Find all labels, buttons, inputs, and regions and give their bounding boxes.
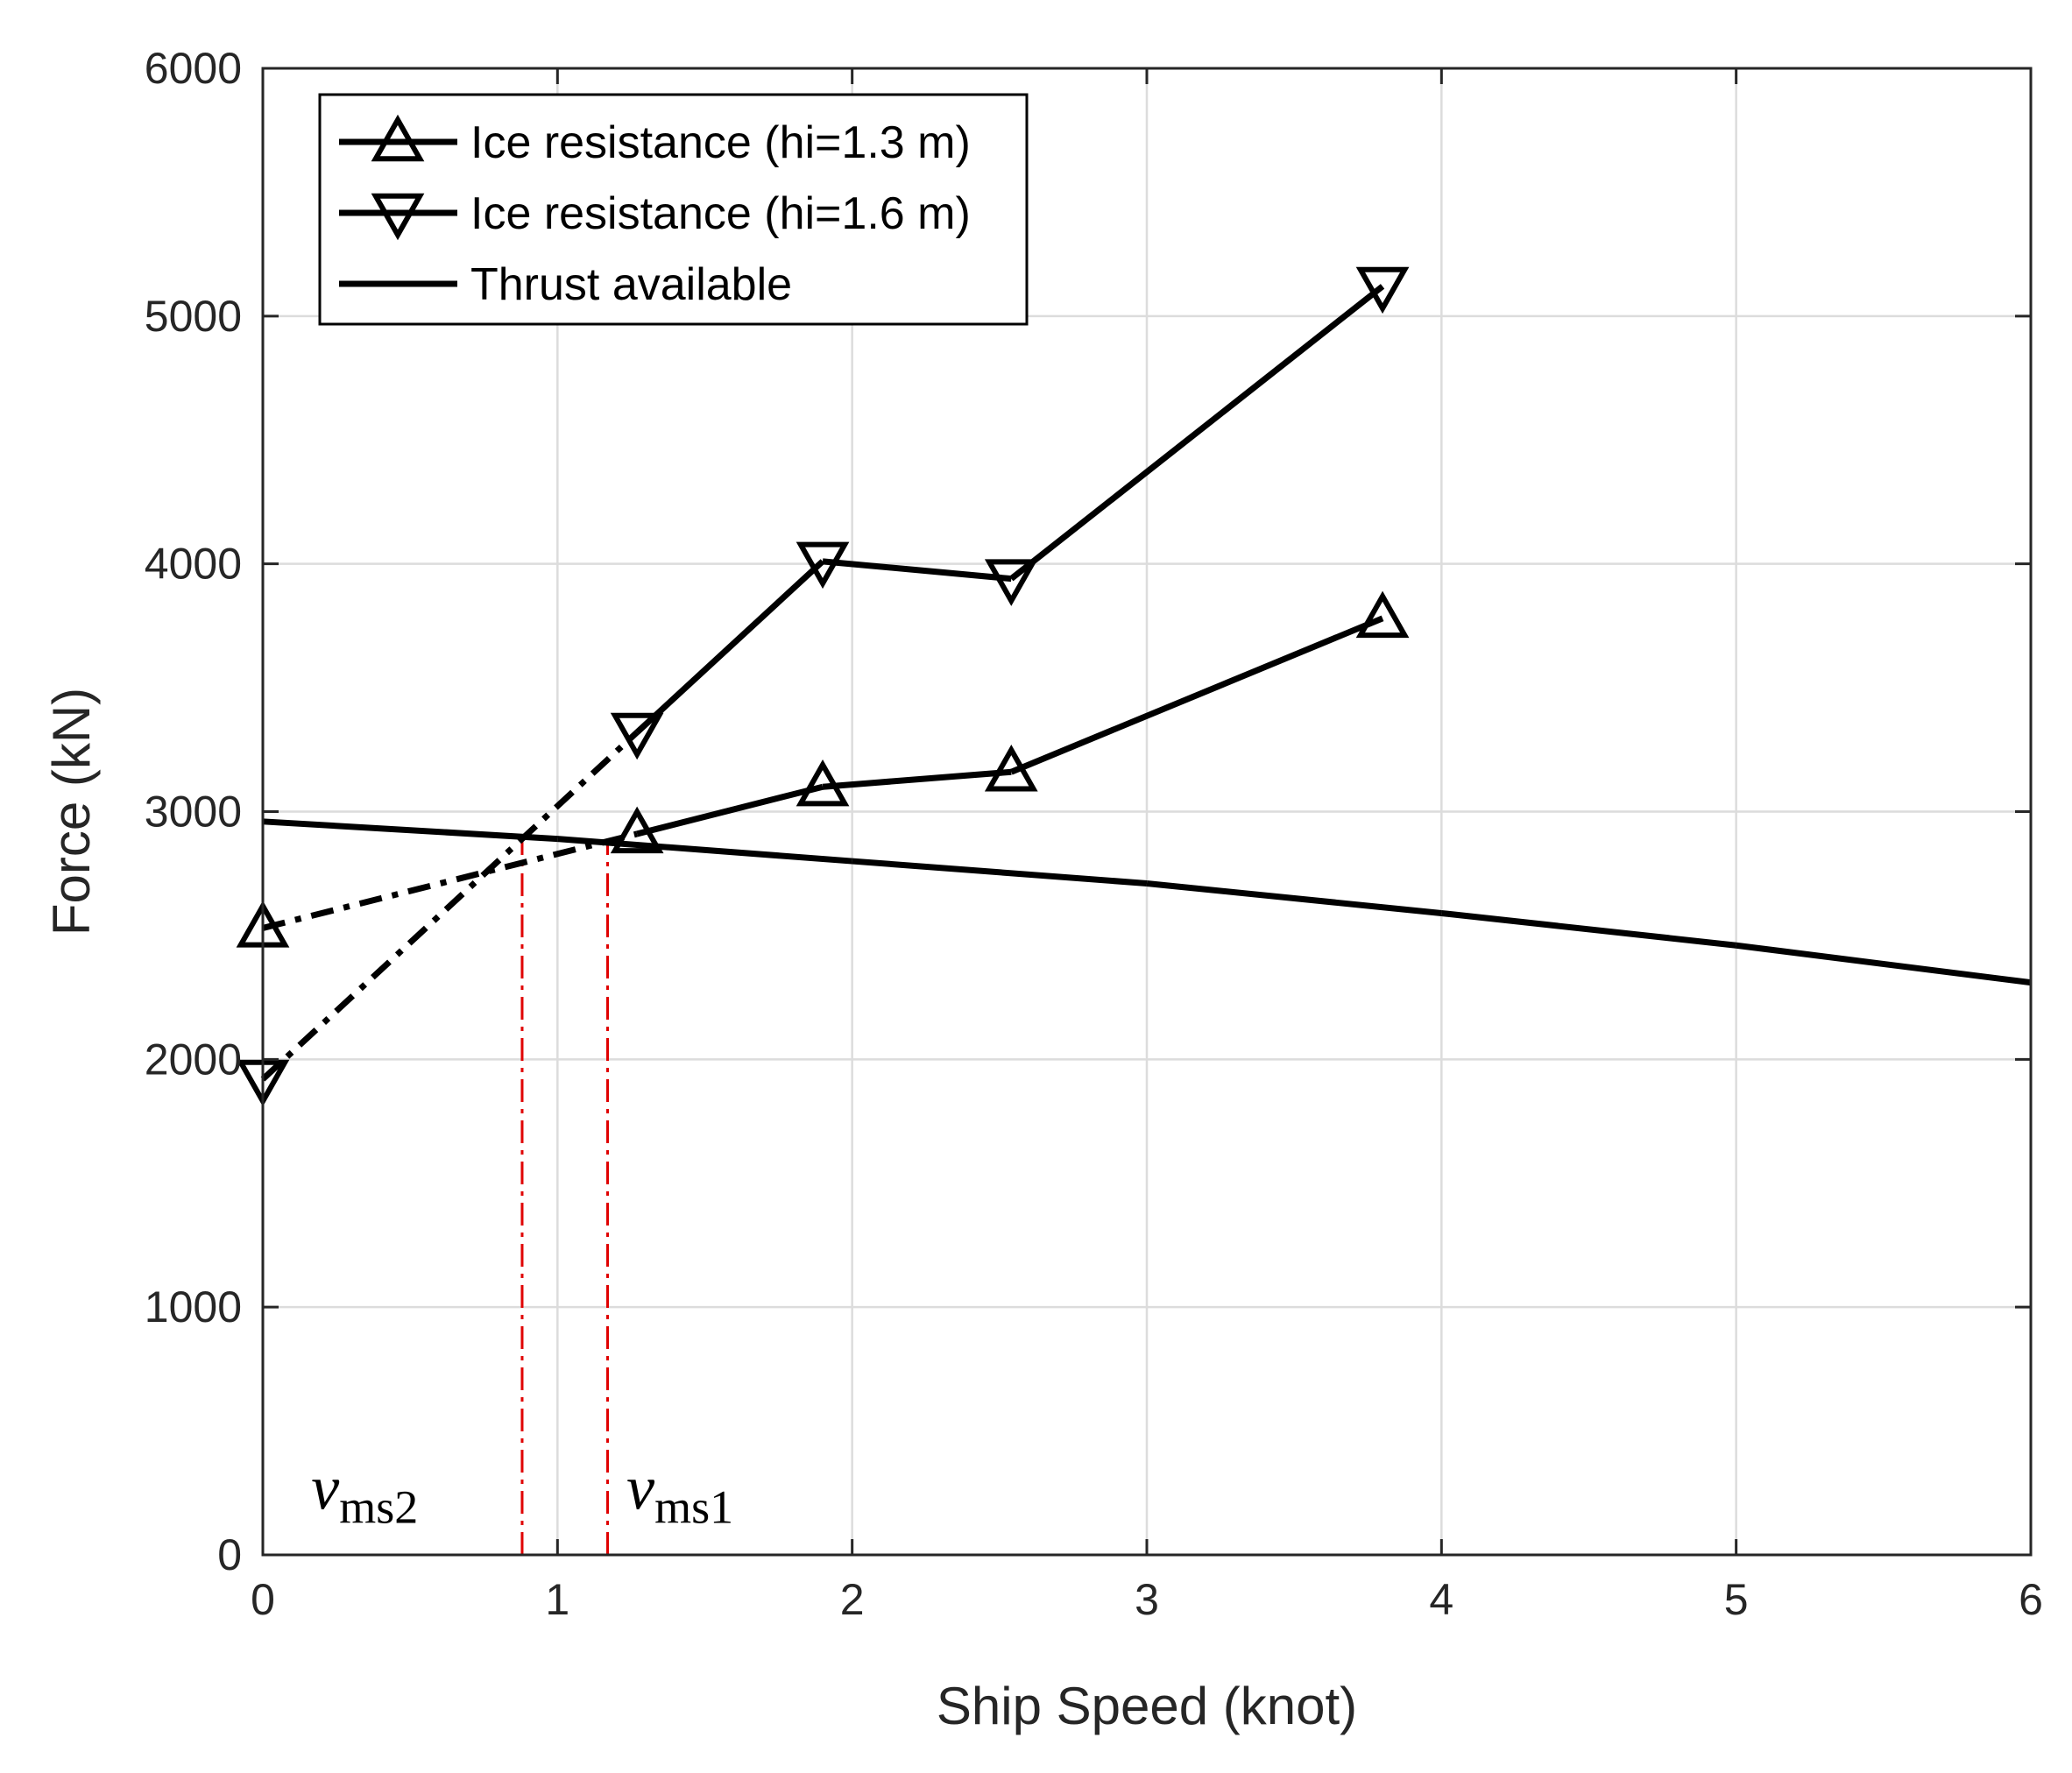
y-tick-label: 3000 xyxy=(145,788,242,837)
x-tick-label: 4 xyxy=(1429,1575,1453,1624)
series-line-segment xyxy=(1009,615,1384,775)
annotation-subscript: ms1 xyxy=(654,1480,733,1533)
y-tick-label: 5000 xyxy=(145,292,242,341)
y-tick-label: 4000 xyxy=(145,540,242,589)
series-layer xyxy=(236,266,2032,1107)
legend: Ice resistance (hi=1.3 m) Ice resistance … xyxy=(318,93,1029,326)
speed-annotation: vms1 xyxy=(626,1452,733,1533)
annotation-main: v xyxy=(311,1452,339,1522)
series-line-segment xyxy=(636,783,824,837)
series-2 xyxy=(236,266,1410,1107)
y-tick-label: 2000 xyxy=(145,1035,242,1084)
series-line-segment-extrapolated xyxy=(260,730,640,1082)
annotation-subscript: ms2 xyxy=(339,1480,418,1533)
legend-marker xyxy=(371,114,425,162)
data-point-marker xyxy=(796,541,850,590)
speed-annotation: vms2 xyxy=(311,1452,418,1533)
legend-label: Ice resistance (hi=1.3 m) xyxy=(470,117,971,168)
annotation-main: v xyxy=(626,1452,654,1522)
y-axis-title: Force (kN) xyxy=(42,688,101,936)
data-point-marker xyxy=(1355,266,1410,314)
annotations: vms2 vms1 xyxy=(311,1452,733,1533)
x-tick-label: 2 xyxy=(840,1575,865,1624)
y-tick-label: 6000 xyxy=(145,44,242,93)
x-tick-label: 6 xyxy=(2019,1575,2043,1624)
data-point-marker xyxy=(610,806,664,854)
data-point-marker xyxy=(984,744,1038,792)
x-axis-title: Ship Speed (knot) xyxy=(937,1677,1357,1735)
reference-lines xyxy=(520,838,610,1555)
legend-label: Ice resistance (hi=1.6 m) xyxy=(470,188,971,239)
legend-label: Thrust available xyxy=(470,259,792,310)
series-1 xyxy=(236,590,1410,948)
series-line-segment xyxy=(822,558,1012,583)
axis-ticks: 0 1 2 3 4 5 6 0 1000 2000 3000 4000 5000 6000 xyxy=(145,44,2043,1624)
series-line-segment xyxy=(262,818,558,843)
series-line-segment xyxy=(1440,909,1737,949)
data-point-marker xyxy=(984,559,1038,606)
data-point-marker xyxy=(610,712,664,760)
series-3 xyxy=(262,818,2032,986)
series-line-segment xyxy=(852,858,1148,887)
x-tick-label: 0 xyxy=(251,1575,275,1624)
legend-marker xyxy=(371,193,425,241)
data-point-marker xyxy=(1355,590,1410,639)
data-point-marker xyxy=(796,759,850,807)
series-line-segment-extrapolated xyxy=(262,830,638,931)
series-line-segment xyxy=(1146,880,1442,916)
x-tick-label: 3 xyxy=(1135,1575,1159,1624)
grid xyxy=(263,68,2031,1555)
series-line-segment xyxy=(822,768,1012,790)
y-tick-label: 1000 xyxy=(145,1282,242,1332)
y-tick-label: 0 xyxy=(217,1530,242,1579)
series-line-segment xyxy=(557,836,852,865)
x-tick-label: 1 xyxy=(545,1575,569,1624)
series-line-segment xyxy=(1736,942,2032,986)
series-line-segment xyxy=(634,559,825,735)
series-line-segment xyxy=(1009,284,1385,582)
x-tick-label: 5 xyxy=(1724,1575,1749,1624)
